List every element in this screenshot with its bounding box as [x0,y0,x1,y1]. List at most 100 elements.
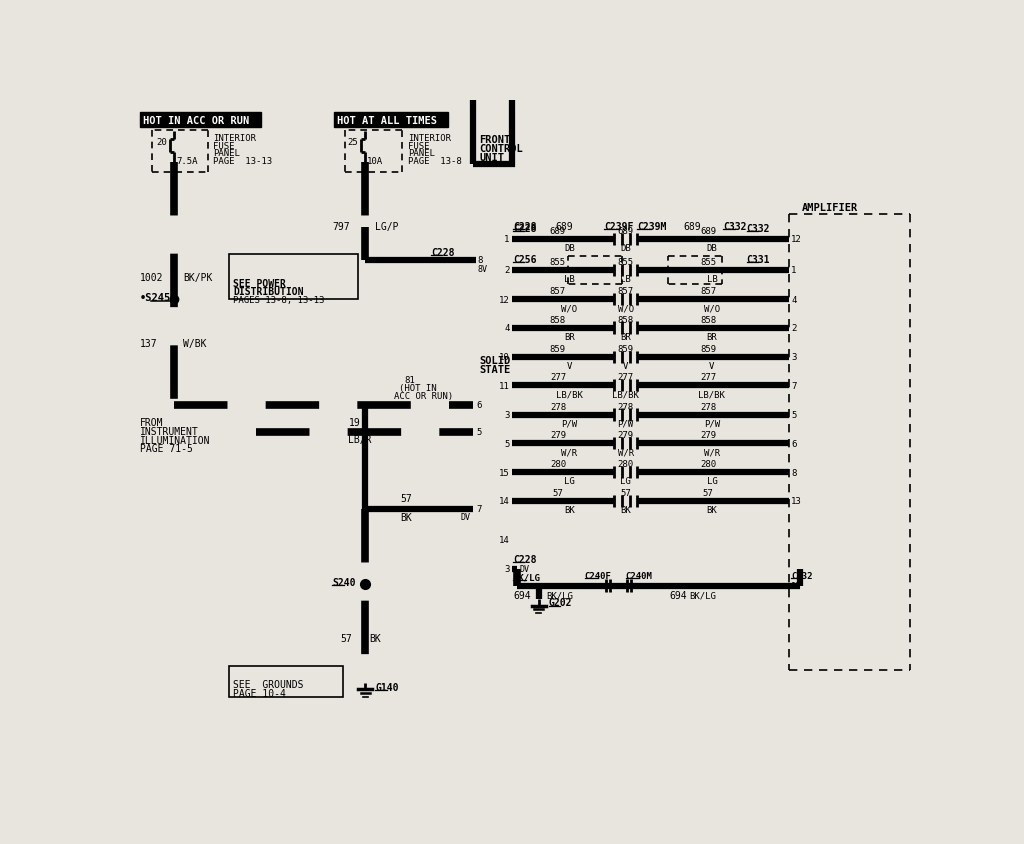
Text: V: V [623,361,629,371]
Text: 855: 855 [617,257,634,267]
Text: C228: C228 [513,222,537,231]
Text: 859: 859 [550,344,566,354]
Text: INTERIOR: INTERIOR [408,133,451,143]
Text: FRONT: FRONT [479,135,511,144]
Text: 1002: 1002 [140,273,163,284]
Text: W/O: W/O [617,304,634,312]
Text: SEE POWER: SEE POWER [233,279,286,289]
Text: 5: 5 [476,428,481,436]
Text: BR: BR [707,333,717,341]
Text: 7: 7 [476,505,481,513]
Text: 279: 279 [617,430,634,440]
Text: DV: DV [460,513,470,522]
Text: C228: C228 [513,224,537,234]
Text: 280: 280 [550,460,566,468]
Text: C332: C332 [724,222,746,231]
Text: 10A: 10A [367,157,383,165]
Text: DB: DB [621,244,631,252]
Text: 13: 13 [792,497,802,506]
Text: PAGE  13-13: PAGE 13-13 [213,157,272,165]
Text: C239M: C239M [637,222,667,231]
Text: 1: 1 [792,266,797,275]
Text: LB/BK: LB/BK [556,390,583,399]
Text: INSTRUMENT: INSTRUMENT [140,427,199,437]
Text: 279: 279 [550,430,566,440]
Text: 3: 3 [792,353,797,362]
Text: LB: LB [621,274,631,284]
Text: BK: BK [400,512,412,522]
Text: W/R: W/R [703,447,720,457]
Text: 5: 5 [792,410,797,419]
Text: G202: G202 [549,598,572,608]
Text: 57: 57 [400,494,412,504]
Text: 12: 12 [792,235,802,244]
Text: 694: 694 [513,590,530,600]
Text: 20: 20 [156,138,167,147]
Text: C256: C256 [513,255,537,265]
Text: 3: 3 [504,565,509,573]
Text: 2: 2 [504,266,509,275]
Text: LB/BK: LB/BK [612,390,639,399]
Text: DISTRIBUTION: DISTRIBUTION [233,287,303,297]
Text: 7: 7 [792,381,797,390]
Text: 689: 689 [556,222,573,231]
Text: LG: LG [564,477,574,485]
Text: 2: 2 [792,323,797,333]
Bar [473,0,512,165]
Text: 10: 10 [499,353,509,362]
Text: 277: 277 [617,373,634,381]
Text: 280: 280 [617,460,634,468]
Text: BK: BK [370,633,381,643]
Text: W/R: W/R [561,447,578,457]
Text: PAGES 13-8, 13-13: PAGES 13-8, 13-13 [233,296,325,305]
Text: 15: 15 [499,468,509,477]
Text: 694: 694 [670,590,687,600]
Text: W/R: W/R [617,447,634,457]
Text: 4: 4 [504,323,509,333]
Text: BK/LG: BK/LG [547,591,573,599]
Text: 11: 11 [499,381,509,390]
Text: W/O: W/O [703,304,720,312]
Text: PAGE 10-4: PAGE 10-4 [233,689,286,699]
Text: 689: 689 [617,227,634,235]
Text: 3: 3 [504,410,509,419]
Text: BK/LG: BK/LG [689,591,716,599]
Text: 858: 858 [550,315,566,324]
Text: BK/LG: BK/LG [513,573,540,582]
Text: LB/BK: LB/BK [698,390,725,399]
Text: BK: BK [621,506,631,514]
Text: BK/PK: BK/PK [183,273,212,284]
Text: 12: 12 [499,295,509,304]
Text: LG: LG [707,477,717,485]
Text: 6: 6 [792,439,797,448]
Text: LB: LB [564,274,574,284]
Text: CONTROL: CONTROL [479,144,523,154]
Text: 57: 57 [553,488,563,497]
Bar [140,113,261,128]
Text: G140: G140 [376,682,399,692]
Text: 859: 859 [700,344,716,354]
Text: 689: 689 [700,227,716,235]
Text: LG/P: LG/P [376,222,399,231]
Text: BK: BK [707,506,717,514]
Bar [334,113,447,128]
Text: 857: 857 [550,287,566,295]
Text: 277: 277 [700,373,716,381]
Text: 6: 6 [476,401,481,409]
Text: 797: 797 [333,222,350,231]
Text: BR: BR [564,333,574,341]
Text: 57: 57 [702,488,714,497]
Bar [229,255,358,300]
Text: LB/R: LB/R [348,435,372,445]
Text: C228: C228 [431,248,455,257]
Text: 5: 5 [504,439,509,448]
Text: 278: 278 [550,402,566,411]
Text: 57: 57 [621,488,631,497]
Text: SEE  GROUNDS: SEE GROUNDS [233,679,303,690]
Text: 13: 13 [792,582,802,590]
Text: 7.5A: 7.5A [176,157,198,165]
Text: DB: DB [707,244,717,252]
Text: 280: 280 [700,460,716,468]
Text: 855: 855 [550,257,566,267]
Text: FUSE: FUSE [213,142,234,150]
